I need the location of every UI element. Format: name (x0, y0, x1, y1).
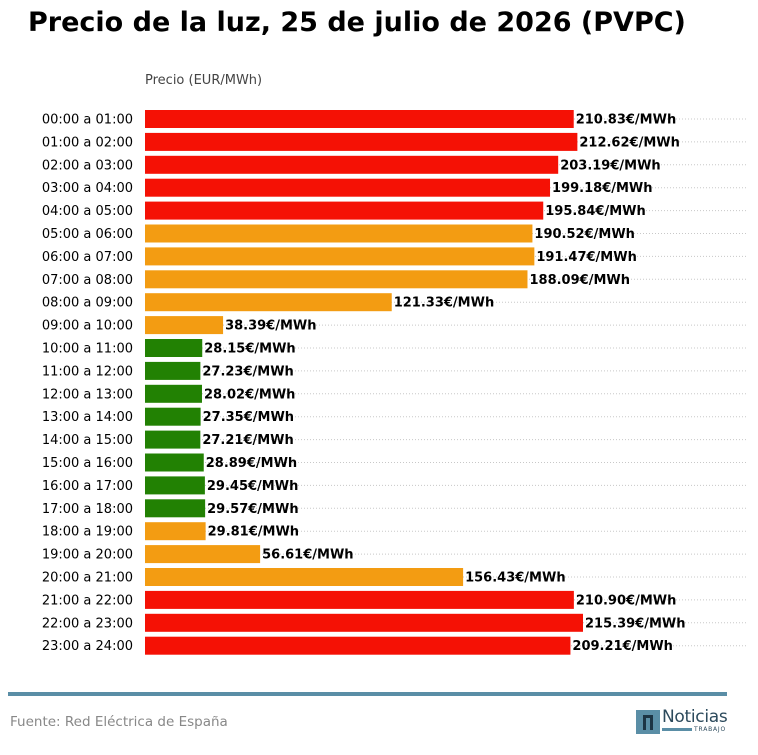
value-label: 209.21€/MWh (572, 639, 673, 654)
logo-underline (662, 728, 692, 731)
category-label: 21:00 a 22:00 (42, 593, 133, 608)
value-label: 29.81€/MWh (208, 525, 299, 540)
bar (145, 270, 528, 289)
value-label: 27.21€/MWh (202, 433, 293, 448)
value-label: 29.57€/MWh (207, 502, 298, 517)
value-label: 28.02€/MWh (204, 387, 295, 402)
value-label: 215.39€/MWh (585, 616, 686, 631)
category-label: 13:00 a 14:00 (42, 410, 133, 425)
bar (145, 613, 583, 632)
category-label: 18:00 a 19:00 (42, 525, 133, 540)
value-label: 27.23€/MWh (202, 364, 293, 379)
value-label: 199.18€/MWh (552, 181, 653, 196)
bar (145, 568, 464, 586)
logo-subtitle: TRABAJO (694, 726, 727, 733)
value-label: 28.15€/MWh (204, 342, 295, 357)
bar (145, 453, 204, 472)
category-label: 12:00 a 13:00 (42, 387, 133, 402)
bar (145, 499, 206, 518)
category-label: 05:00 a 06:00 (42, 227, 133, 242)
bar (145, 155, 559, 174)
category-label: 16:00 a 17:00 (42, 479, 133, 494)
category-label: 02:00 a 03:00 (42, 158, 133, 173)
bar (145, 110, 574, 128)
category-label: 11:00 a 12:00 (42, 364, 133, 379)
category-label: 20:00 a 21:00 (42, 571, 133, 586)
value-label: 191.47€/MWh (536, 250, 637, 265)
bar (145, 339, 203, 357)
value-label: 195.84€/MWh (545, 204, 646, 219)
bar (145, 361, 201, 380)
category-label: 19:00 a 20:00 (42, 548, 133, 563)
category-label: 01:00 a 02:00 (42, 135, 133, 150)
bar (145, 590, 574, 609)
value-label: 203.19€/MWh (560, 158, 661, 173)
bar (145, 247, 535, 266)
bar (145, 316, 224, 335)
category-label: 00:00 a 01:00 (42, 113, 133, 128)
value-label: 212.62€/MWh (579, 135, 680, 150)
logo-mark-icon (636, 710, 660, 734)
category-label: 14:00 a 15:00 (42, 433, 133, 448)
category-label: 07:00 a 08:00 (42, 273, 133, 288)
value-label: 29.45€/MWh (207, 479, 298, 494)
category-label: 23:00 a 24:00 (42, 639, 133, 654)
bar (145, 407, 201, 426)
value-label: 156.43€/MWh (465, 571, 566, 586)
chart-title: Precio de la luz, 25 de julio de 2026 (P… (28, 7, 686, 38)
bar (145, 224, 533, 243)
x-axis-label: Precio (EUR/MWh) (145, 73, 263, 88)
bar (145, 430, 201, 449)
bar-chart: 00:00 a 01:00 210.83€/MWh 01:00 a 02:00 212… (42, 110, 748, 655)
bar (145, 201, 544, 220)
value-label: 210.83€/MWh (576, 113, 677, 128)
logo-name: Noticias (662, 707, 728, 727)
category-label: 03:00 a 04:00 (42, 181, 133, 196)
category-label: 06:00 a 07:00 (42, 250, 133, 265)
category-label: 22:00 a 23:00 (42, 616, 133, 631)
value-label: 27.35€/MWh (203, 410, 294, 425)
value-label: 190.52€/MWh (534, 227, 635, 242)
value-label: 38.39€/MWh (225, 319, 316, 334)
category-label: 10:00 a 11:00 (42, 342, 133, 357)
value-label: 210.90€/MWh (576, 593, 677, 608)
bar (145, 293, 392, 312)
category-label: 17:00 a 18:00 (42, 502, 133, 517)
footer-divider (8, 692, 727, 696)
value-label: 121.33€/MWh (394, 296, 495, 311)
bar (145, 522, 206, 541)
bar (145, 384, 202, 403)
source-text: Fuente: Red Eléctrica de España (10, 714, 228, 730)
category-label: 08:00 a 09:00 (42, 296, 133, 311)
category-label: 04:00 a 05:00 (42, 204, 133, 219)
bar (145, 178, 551, 197)
brand-logo: Noticias TRABAJO (636, 707, 730, 736)
bar (145, 545, 261, 564)
value-label: 56.61€/MWh (262, 548, 353, 563)
bar (145, 476, 205, 495)
category-label: 09:00 a 10:00 (42, 319, 133, 334)
bar (145, 636, 571, 655)
category-label: 15:00 a 16:00 (42, 456, 133, 471)
value-label: 28.89€/MWh (206, 456, 297, 471)
value-label: 188.09€/MWh (529, 273, 630, 288)
bar (145, 132, 578, 151)
